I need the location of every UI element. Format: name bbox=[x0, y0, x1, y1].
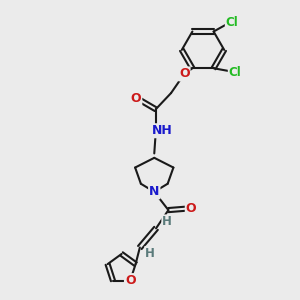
Text: N: N bbox=[149, 185, 160, 198]
Text: O: O bbox=[186, 202, 196, 215]
Text: O: O bbox=[125, 274, 136, 287]
Text: O: O bbox=[131, 92, 141, 105]
Text: H: H bbox=[162, 215, 172, 228]
Text: NH: NH bbox=[152, 124, 172, 137]
Text: O: O bbox=[179, 68, 190, 80]
Text: Cl: Cl bbox=[229, 66, 242, 79]
Text: H: H bbox=[145, 247, 155, 260]
Text: Cl: Cl bbox=[226, 16, 239, 29]
